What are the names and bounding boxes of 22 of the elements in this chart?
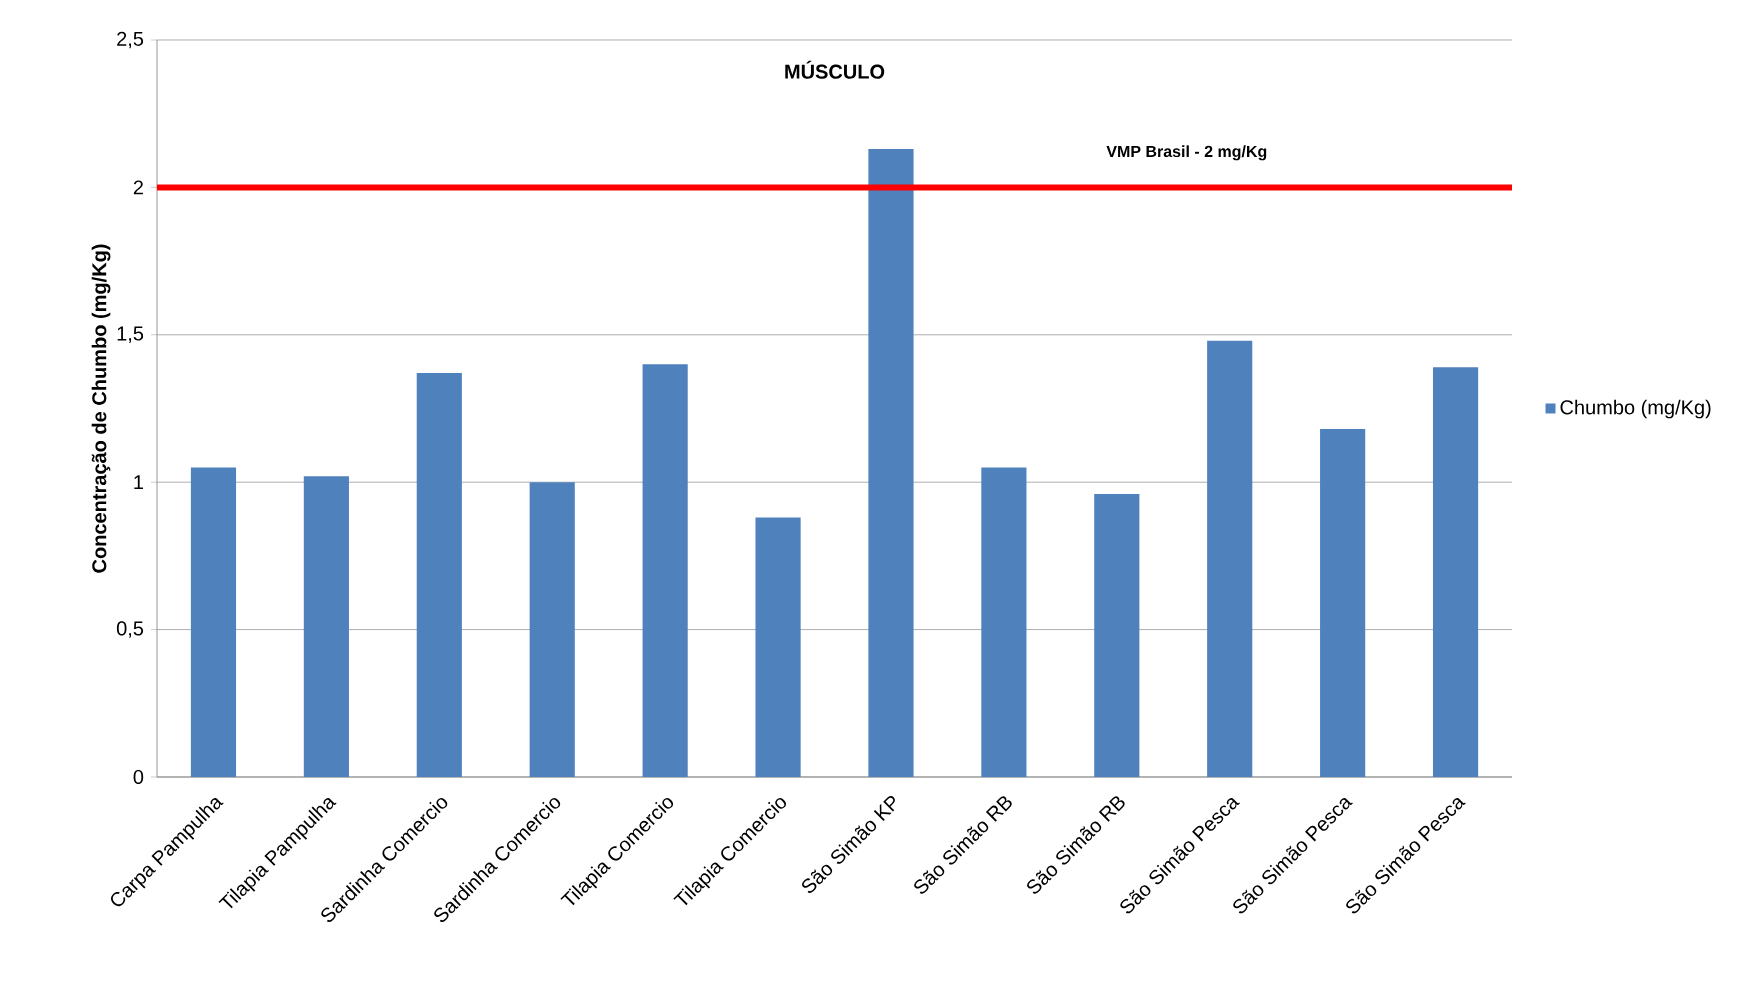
y-tick-label: 2,5 (117, 31, 144, 49)
text: MÚSCULO (785, 60, 885, 79)
bar (416, 373, 462, 777)
bar (1207, 340, 1253, 777)
y-tick-label: 1 (134, 475, 143, 490)
bar (868, 149, 914, 777)
bar (1432, 367, 1479, 777)
bar (303, 476, 349, 777)
bar (1094, 493, 1140, 777)
bar (529, 482, 575, 777)
bar (190, 467, 237, 777)
bar (755, 517, 801, 777)
bar (1320, 429, 1366, 777)
bar (981, 467, 1027, 777)
legend-label: Chumbo (mg/Kg) (1560, 399, 1711, 419)
y-tick-label: 0,5 (116, 621, 144, 638)
y-axis-title: Concentração de Chumbo (mg/Kg) (91, 244, 111, 573)
y-tick-label: 1,5 (117, 326, 144, 343)
bar (642, 364, 688, 777)
y-tick-label: 0 (133, 769, 144, 785)
y-tick-label: 2 (133, 180, 143, 195)
ref-line-label: VMP Brasil - 2 mg/Kg (1106, 145, 1267, 161)
